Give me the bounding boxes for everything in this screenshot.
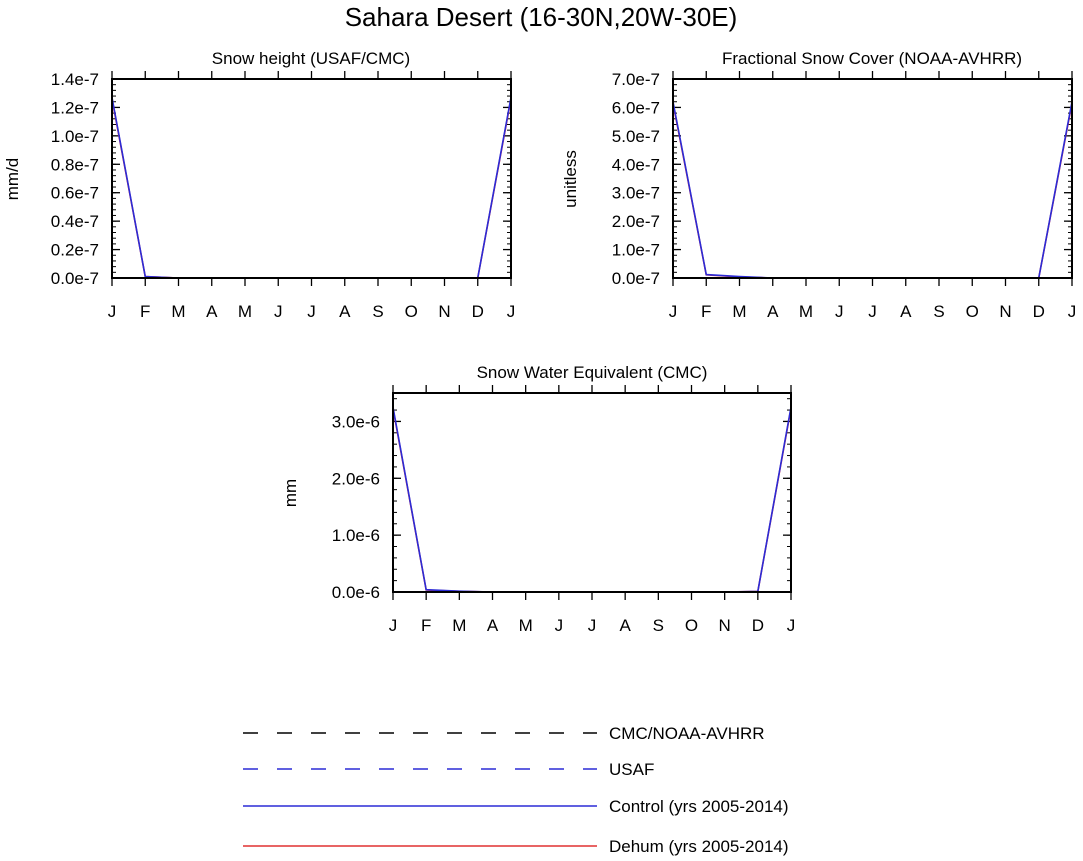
plot-frame <box>111 78 512 279</box>
plot-frame <box>392 392 792 593</box>
chart-title: Snow Water Equivalent (CMC) <box>477 363 708 382</box>
x-tick-label: J <box>307 302 316 321</box>
y-tick-label: 4.0e-7 <box>612 155 660 174</box>
series-line <box>672 103 1073 279</box>
x-tick-label: J <box>274 302 283 321</box>
y-tick-label: 0.0e-7 <box>51 269 99 288</box>
x-tick-label: D <box>472 302 484 321</box>
y-tick-label: 2.0e-7 <box>612 212 660 231</box>
series-line <box>392 407 792 593</box>
x-tick-label: J <box>1068 302 1077 321</box>
x-tick-label: N <box>999 302 1011 321</box>
y-tick-label: 1.4e-7 <box>51 70 99 89</box>
series-line <box>111 97 512 279</box>
x-tick-label: J <box>507 302 516 321</box>
legend-item-dehum: Dehum (yrs 2005-2014) <box>243 837 789 856</box>
plot-area: 0.0e-7 1.0e-7 2.0e-7 3.0e-7 4.0e-7 5.0e-7 6.0e… <box>612 70 1076 321</box>
x-tick-label: J <box>669 302 678 321</box>
x-tick-label: J <box>787 616 796 635</box>
x-tick-label: O <box>405 302 418 321</box>
x-tick-label: M <box>519 616 533 635</box>
x-tick-label: S <box>653 616 664 635</box>
x-tick-label: J <box>555 616 564 635</box>
x-tick-label: D <box>1033 302 1045 321</box>
y-tick-label: 1.0e-6 <box>332 526 380 545</box>
y-axis-label: unitless <box>561 150 580 208</box>
legend-item-usaf: USAF <box>243 760 654 779</box>
x-tick-label: J <box>835 302 844 321</box>
x-tick-label: J <box>868 302 877 321</box>
series-line <box>111 98 512 279</box>
x-tick-label: F <box>421 616 431 635</box>
legend-label: CMC/NOAA-AVHRR <box>609 724 765 743</box>
chart-title: Snow height (USAF/CMC) <box>212 49 410 68</box>
x-tick-label: M <box>238 302 252 321</box>
y-tick-label: 5.0e-7 <box>612 127 660 146</box>
y-tick-label: 0.0e-7 <box>612 269 660 288</box>
y-tick-label: 3.0e-6 <box>332 412 380 431</box>
y-tick-label: 2.0e-6 <box>332 469 380 488</box>
y-axis-label: mm <box>281 479 300 507</box>
x-tick-label: A <box>339 302 351 321</box>
legend-item-cmc-noaa-avhrr: CMC/NOAA-AVHRR <box>243 724 765 743</box>
series-line <box>392 408 792 593</box>
y-tick-label: 3.0e-7 <box>612 184 660 203</box>
legend-label: Control (yrs 2005-2014) <box>609 797 789 816</box>
y-tick-label: 6.0e-7 <box>612 98 660 117</box>
x-tick-label: A <box>900 302 912 321</box>
x-tick-label: J <box>108 302 117 321</box>
x-tick-label: A <box>767 302 779 321</box>
x-tick-label: N <box>719 616 731 635</box>
x-tick-label: S <box>372 302 383 321</box>
x-tick-label: J <box>588 616 597 635</box>
legend-item-control: Control (yrs 2005-2014) <box>243 797 789 816</box>
x-tick-label: M <box>799 302 813 321</box>
legend: CMC/NOAA-AVHRR USAF Control (yrs 2005-20… <box>243 724 789 856</box>
plot-frame <box>672 78 1073 279</box>
x-tick-label: F <box>140 302 150 321</box>
x-tick-label: A <box>487 616 499 635</box>
x-tick-label: O <box>685 616 698 635</box>
plot-area: 0.0e-7 0.2e-7 0.4e-7 0.6e-7 0.8e-7 1.0e-7 1.2e… <box>51 70 515 321</box>
y-tick-label: 1.0e-7 <box>612 241 660 260</box>
y-tick-label: 0.0e-6 <box>332 583 380 602</box>
legend-label: Dehum (yrs 2005-2014) <box>609 837 789 856</box>
y-tick-label: 0.8e-7 <box>51 155 99 174</box>
y-tick-label: 1.0e-7 <box>51 127 99 146</box>
y-tick-label: 7.0e-7 <box>612 70 660 89</box>
y-tick-label: 1.2e-7 <box>51 98 99 117</box>
chart-panel-snow-height: Snow height (USAF/CMC) mm/d 0.0e-7 0.2e-7… <box>3 49 515 321</box>
x-tick-label: N <box>438 302 450 321</box>
figure-title: Sahara Desert (16-30N,20W-30E) <box>345 2 738 32</box>
x-tick-label: A <box>206 302 218 321</box>
x-tick-label: S <box>933 302 944 321</box>
x-tick-label: D <box>752 616 764 635</box>
series-line <box>672 101 1073 279</box>
chart-panel-fractional-snow-cover: Fractional Snow Cover (NOAA-AVHRR) unitl… <box>561 49 1076 321</box>
plot-area: 0.0e-6 1.0e-6 2.0e-6 3.0e-6 J F M A M J J A S O N D J <box>332 385 795 635</box>
x-tick-label: J <box>389 616 398 635</box>
legend-label: USAF <box>609 760 654 779</box>
y-axis-label: mm/d <box>3 158 22 201</box>
chart-title: Fractional Snow Cover (NOAA-AVHRR) <box>722 49 1022 68</box>
x-tick-label: O <box>966 302 979 321</box>
y-tick-label: 0.4e-7 <box>51 212 99 231</box>
x-tick-label: F <box>701 302 711 321</box>
x-tick-label: M <box>732 302 746 321</box>
x-tick-label: M <box>452 616 466 635</box>
x-tick-label: A <box>619 616 631 635</box>
y-tick-label: 0.6e-7 <box>51 184 99 203</box>
chart-panel-snow-water-equivalent: Snow Water Equivalent (CMC) mm 0.0e-6 1.0… <box>281 363 795 635</box>
x-tick-label: M <box>171 302 185 321</box>
y-tick-label: 0.2e-7 <box>51 241 99 260</box>
